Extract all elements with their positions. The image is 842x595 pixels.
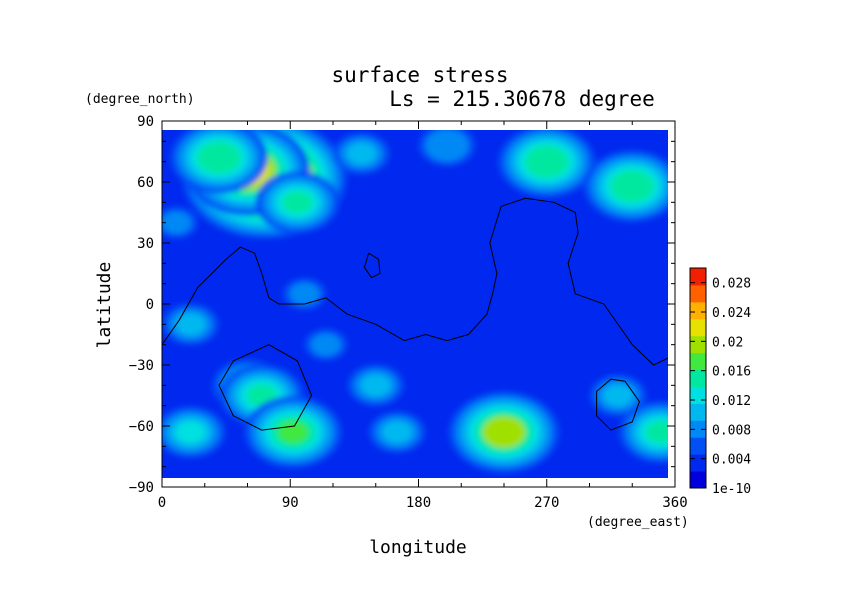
heatmap-hotspot (289, 282, 320, 305)
colorbar-frame (689, 267, 707, 489)
heatmap-hotspot (346, 142, 377, 165)
x-tick-label: 360 (662, 495, 687, 511)
colorbar-segment (690, 268, 706, 286)
colorbar-segment (690, 454, 706, 472)
contour-line (162, 197, 668, 366)
colorbar-segment (690, 369, 706, 387)
heatmap-hotspot (617, 175, 648, 198)
colorbar: 1e-10 0.004 0.008 0.012 0.016 0.02 0.024 0.028 (689, 267, 751, 497)
y-tick-label: −60 (129, 419, 154, 435)
colorbar-segment (690, 352, 706, 371)
heatmap-hotspot (175, 313, 206, 336)
x-axis-label: longitude (369, 537, 467, 558)
heatmap-plot-area (162, 130, 668, 478)
y-tick-label: 30 (137, 236, 154, 252)
chart-title: surface stress (331, 63, 508, 87)
colorbar-tick-label: 0.008 (712, 423, 751, 438)
colorbar-segment (690, 301, 706, 320)
x-tick-label: 270 (534, 495, 559, 511)
y-axis-ticks: 90 60 30 0 −30 −60 −90 (129, 114, 675, 496)
heatmap-hotspot (311, 333, 341, 356)
colorbar-segment (690, 403, 706, 421)
contour-line (218, 344, 313, 431)
x-axis-ticks: 0 90 180 270 360 (158, 121, 688, 511)
heatmap-field (162, 130, 668, 474)
heatmap-hotspot (204, 146, 234, 169)
y-tick-label: −30 (129, 358, 154, 374)
colorbar-segment (690, 318, 706, 337)
contour-line (363, 252, 381, 279)
y-tick-label: 60 (137, 175, 154, 191)
chart-subtitle: Ls = 215.30678 degree (389, 87, 655, 111)
colorbar-tick-label: 0.028 (712, 277, 751, 292)
colorbar-tick-label: 0.024 (712, 306, 751, 321)
y-axis-label: latitude (94, 262, 115, 349)
heatmap-hotspot (603, 384, 633, 407)
heatmap-hotspot (278, 421, 308, 444)
colorbar-segment (690, 471, 706, 489)
colorbar-tick-label: 0.016 (712, 365, 751, 380)
heatmap-hotspot (360, 374, 391, 397)
heatmap-hotspot (282, 191, 313, 214)
heatmap-hotspot (489, 421, 519, 444)
heatmap-hotspot (645, 421, 668, 444)
colorbar-tick-label: 0.012 (712, 394, 751, 409)
colorbar-tick-label: 1e-10 (712, 482, 751, 497)
heatmap-hotspot (531, 150, 562, 173)
coastline-contours (162, 197, 668, 431)
colorbar-tick-label: 0.02 (712, 335, 743, 350)
colorbar-tick-label: 0.004 (712, 453, 751, 468)
contour-line (596, 378, 640, 431)
y-unit-label: (degree_north) (85, 92, 195, 107)
heatmap-hotspot (175, 421, 206, 444)
colorbar-segment (690, 284, 706, 303)
y-tick-label: 90 (137, 114, 154, 130)
heatmap-hotspot (432, 134, 462, 157)
y-tick-label: −90 (129, 480, 154, 496)
heatmap-hotspot (162, 211, 192, 234)
colorbar-segment (690, 437, 706, 455)
colorbar-segment (690, 420, 706, 438)
x-tick-label: 180 (406, 495, 431, 511)
x-tick-label: 0 (158, 495, 166, 511)
y-tick-label: 0 (146, 297, 154, 313)
heatmap-hotspot (382, 421, 412, 444)
colorbar-segment (690, 386, 706, 404)
x-tick-label: 90 (282, 495, 299, 511)
colorbar-segment (690, 335, 706, 354)
x-unit-label: (degree_east) (587, 515, 689, 530)
